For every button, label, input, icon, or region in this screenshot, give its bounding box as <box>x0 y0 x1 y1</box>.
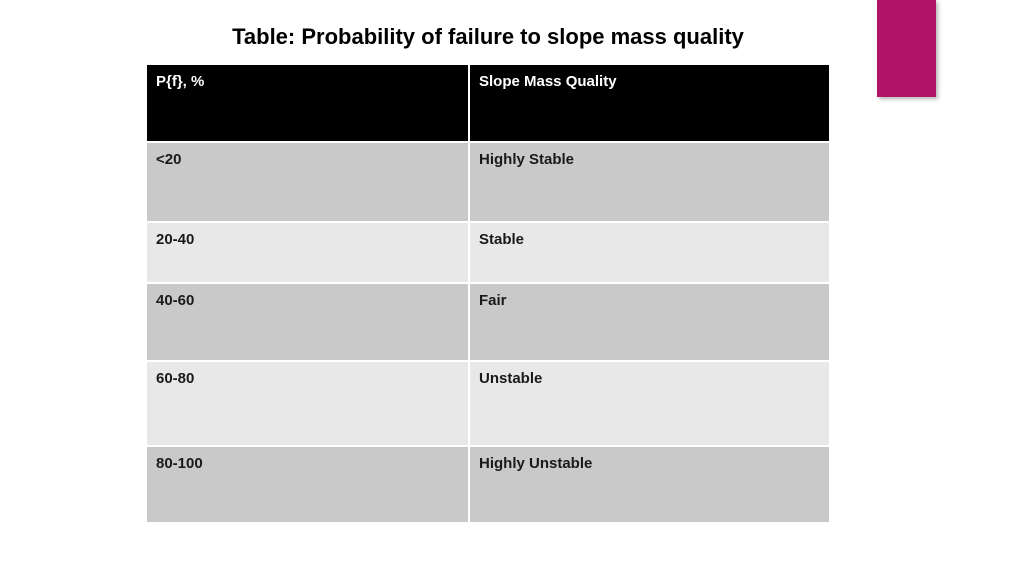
slide-title: Table: Probability of failure to slope m… <box>232 24 744 49</box>
cell-pf: 60-80 <box>147 362 470 447</box>
cell-quality: Highly Stable <box>470 143 829 223</box>
cell-quality: Fair <box>470 284 829 362</box>
table-row: 60-80 Unstable <box>147 362 829 447</box>
table-row: <20 Highly Stable <box>147 143 829 223</box>
cell-quality: Unstable <box>470 362 829 447</box>
cell-pf: 80-100 <box>147 447 470 524</box>
cell-pf: 40-60 <box>147 284 470 362</box>
table-row: 80-100 Highly Unstable <box>147 447 829 524</box>
cell-pf: <20 <box>147 143 470 223</box>
cell-quality: Stable <box>470 223 829 284</box>
cell-quality: Highly Unstable <box>470 447 829 524</box>
cell-pf: 20-40 <box>147 223 470 284</box>
column-header-slope-mass-quality: Slope Mass Quality <box>470 65 829 143</box>
probability-table: P{f}, % Slope Mass Quality <20 Highly St… <box>147 65 829 524</box>
table-row: 20-40 Stable <box>147 223 829 284</box>
column-header-pf: P{f}, % <box>147 65 470 143</box>
accent-rectangle <box>877 0 936 97</box>
table-row: 40-60 Fair <box>147 284 829 362</box>
table-header-row: P{f}, % Slope Mass Quality <box>147 65 829 143</box>
